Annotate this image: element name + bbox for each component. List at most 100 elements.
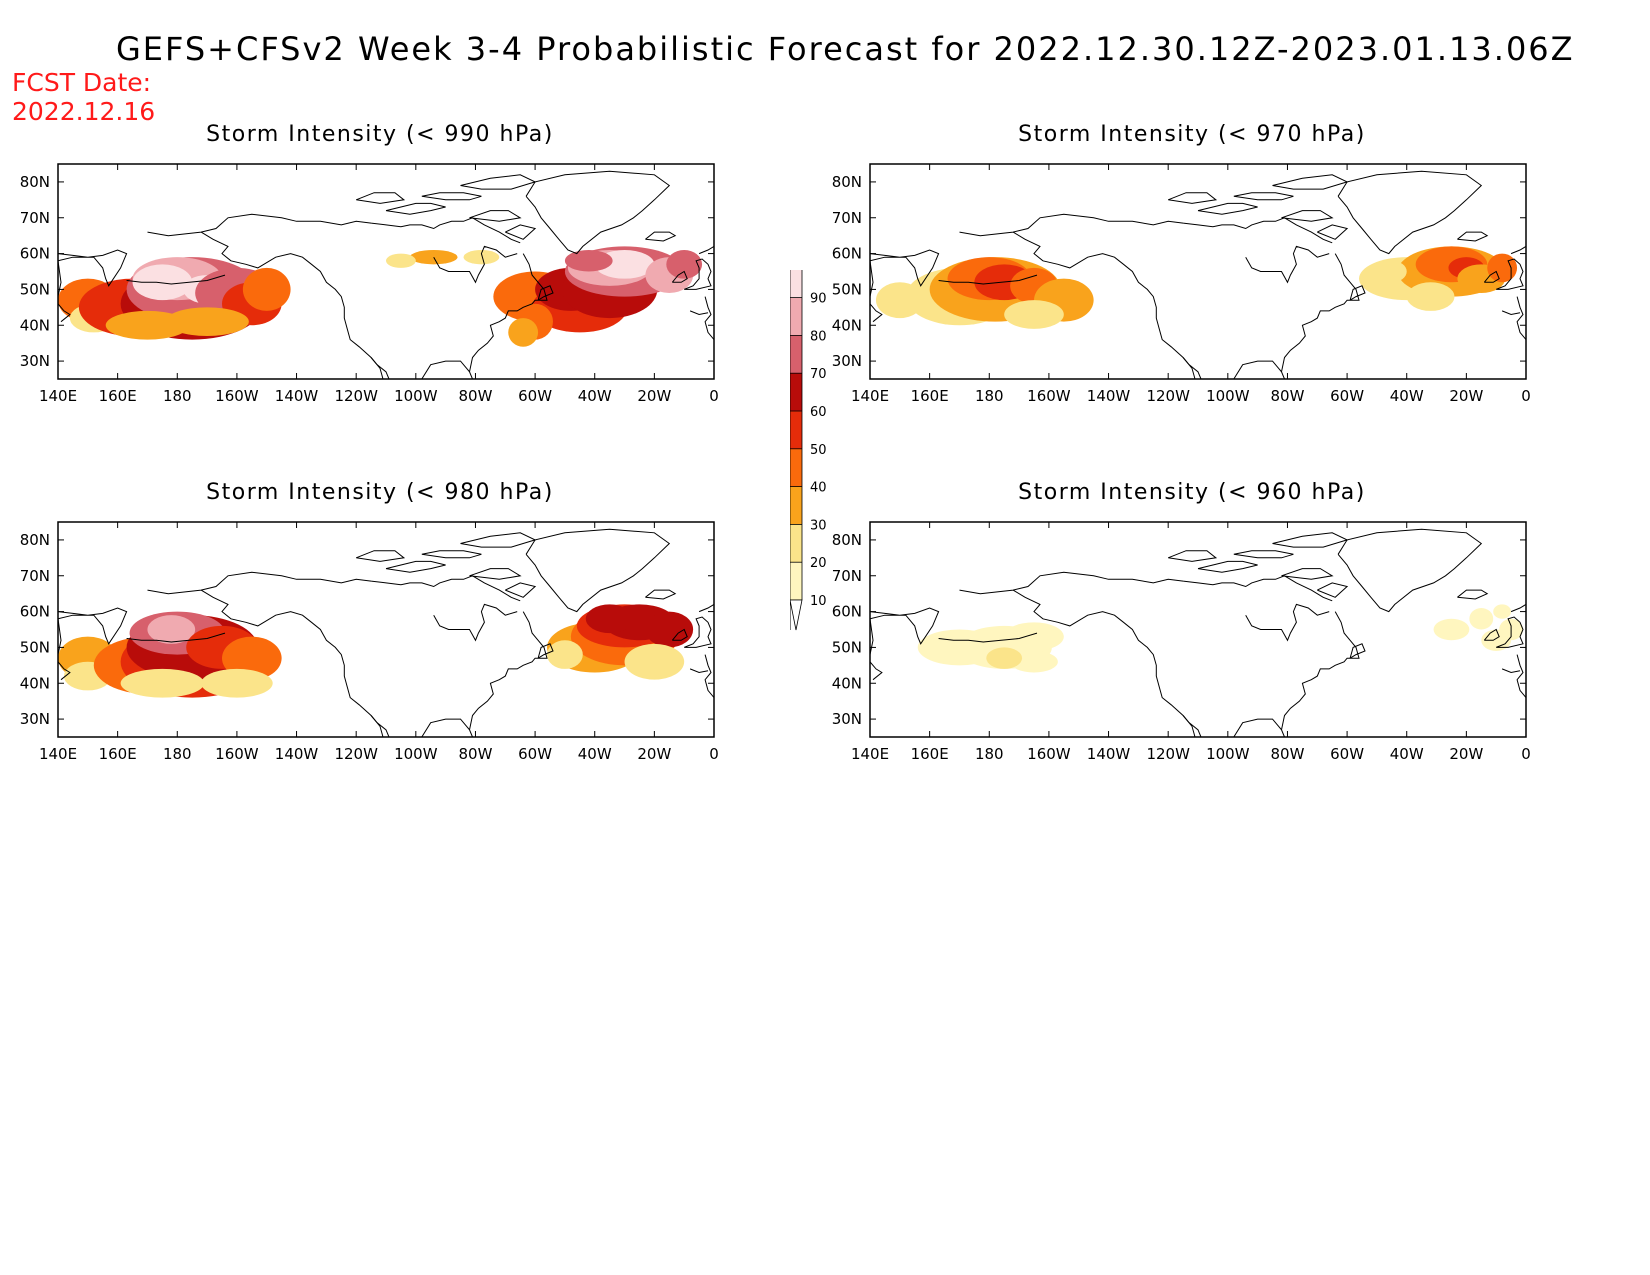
probability-area bbox=[564, 250, 613, 272]
coastline bbox=[469, 568, 522, 580]
coastline bbox=[126, 274, 226, 285]
map-frame bbox=[869, 163, 1527, 380]
panel-960: Storm Intensity (< 960 hPa) 140E 160E 180 1… bbox=[812, 480, 1592, 780]
lon-tick-label: 160W bbox=[1027, 387, 1071, 405]
color-legend: 10 20 30 40 50 60 70 80 90 bbox=[790, 270, 850, 680]
lat-tick-label: 50N bbox=[20, 638, 50, 656]
lon-tick-label: 100W bbox=[394, 387, 438, 405]
lon-tick-label: 140E bbox=[851, 745, 889, 763]
lon-tick-label: 80W bbox=[1270, 745, 1304, 763]
coastline bbox=[147, 213, 372, 237]
coastline bbox=[959, 571, 1184, 595]
coastline bbox=[1281, 253, 1360, 372]
lat-tick-label: 70N bbox=[20, 567, 50, 585]
legend-label: 70 bbox=[810, 367, 827, 382]
coastline bbox=[1496, 616, 1524, 648]
lon-tick-label: 120W bbox=[334, 745, 378, 763]
coastline bbox=[1457, 589, 1489, 600]
coastline bbox=[1510, 245, 1526, 255]
coastline bbox=[645, 231, 677, 242]
coastline bbox=[421, 550, 482, 559]
coastline bbox=[1233, 360, 1285, 379]
probability-area bbox=[1010, 651, 1058, 673]
coastline bbox=[1349, 285, 1366, 301]
coastline bbox=[1349, 643, 1366, 659]
coastline bbox=[1233, 718, 1285, 737]
coastline bbox=[469, 253, 548, 372]
coastline bbox=[1245, 603, 1330, 642]
probability-area bbox=[409, 250, 458, 265]
coastline bbox=[421, 360, 473, 379]
coastline bbox=[1197, 202, 1258, 215]
lon-tick-label: 140W bbox=[275, 387, 319, 405]
panel-title: Storm Intensity (< 990 hPa) bbox=[206, 122, 554, 147]
lon-tick-label: 120W bbox=[1146, 387, 1190, 405]
coastline bbox=[1168, 550, 1218, 562]
coastline bbox=[938, 632, 1038, 643]
coastline bbox=[1483, 270, 1500, 283]
lon-tick-label: 60W bbox=[518, 745, 552, 763]
lon-tick-label: 140W bbox=[1087, 387, 1131, 405]
coastline bbox=[671, 628, 688, 641]
probability-area bbox=[1004, 300, 1064, 329]
coastline bbox=[1281, 611, 1360, 730]
coastline bbox=[460, 174, 537, 190]
coastline bbox=[1183, 575, 1333, 602]
probability-field bbox=[58, 604, 694, 698]
coastline bbox=[421, 192, 482, 201]
lat-tick-label: 50N bbox=[832, 280, 862, 298]
coastline bbox=[433, 245, 518, 284]
legend-swatch bbox=[790, 411, 802, 449]
coastline bbox=[1510, 603, 1526, 613]
legend-label: 10 bbox=[810, 594, 827, 609]
coastline bbox=[1233, 192, 1294, 201]
coastline bbox=[1483, 628, 1500, 641]
legend-label: 60 bbox=[810, 405, 827, 420]
coastline bbox=[1457, 231, 1489, 242]
lat-tick-label: 30N bbox=[20, 352, 50, 370]
map-frame bbox=[57, 521, 715, 738]
legend-swatch bbox=[790, 524, 802, 563]
coastline bbox=[870, 249, 940, 297]
coastline bbox=[537, 643, 554, 659]
coastline bbox=[370, 715, 390, 737]
coastline bbox=[469, 611, 548, 730]
coastline bbox=[1281, 568, 1334, 580]
lon-tick-label: 160W bbox=[215, 387, 259, 405]
coastline bbox=[385, 202, 446, 215]
coastline bbox=[1168, 192, 1218, 204]
lat-tick-label: 50N bbox=[832, 638, 862, 656]
lat-tick-label: 60N bbox=[832, 603, 862, 621]
map-980: 140E 160E 180 160W 140W 120W 100W 80W 60W 40W 20W 0… bbox=[20, 521, 719, 763]
lon-tick-label: 180 bbox=[163, 745, 192, 763]
coastline bbox=[1245, 245, 1330, 284]
legend-swatch bbox=[790, 448, 802, 487]
lon-tick-label: 80W bbox=[1270, 387, 1304, 405]
lon-tick-label: 140W bbox=[275, 745, 319, 763]
lon-tick-label: 140W bbox=[1087, 745, 1131, 763]
forecast-date: FCST Date: 2022.12.16 bbox=[12, 68, 155, 126]
lon-tick-label: 100W bbox=[1206, 745, 1250, 763]
lon-tick-label: 180 bbox=[163, 387, 192, 405]
map-frame bbox=[869, 521, 1527, 738]
lat-tick-label: 40N bbox=[832, 316, 862, 334]
coastline bbox=[1337, 528, 1483, 613]
coastline bbox=[537, 285, 554, 301]
lon-tick-label: 100W bbox=[1206, 387, 1250, 405]
lon-tick-label: 20W bbox=[637, 745, 671, 763]
lon-tick-label: 20W bbox=[637, 387, 671, 405]
lon-tick-label: 140E bbox=[851, 387, 889, 405]
lat-tick-label: 60N bbox=[832, 245, 862, 263]
coastline bbox=[126, 632, 226, 643]
probability-area bbox=[463, 250, 500, 265]
coastline bbox=[1233, 550, 1294, 559]
coastline bbox=[371, 217, 521, 244]
probability-field bbox=[58, 246, 703, 347]
coastline bbox=[1272, 174, 1349, 190]
coastline bbox=[525, 170, 671, 255]
panel-title: Storm Intensity (< 970 hPa) bbox=[1018, 122, 1366, 147]
coastline bbox=[147, 571, 372, 595]
coastline bbox=[525, 528, 671, 613]
coastline bbox=[1182, 715, 1202, 737]
lat-tick-label: 80N bbox=[20, 531, 50, 549]
